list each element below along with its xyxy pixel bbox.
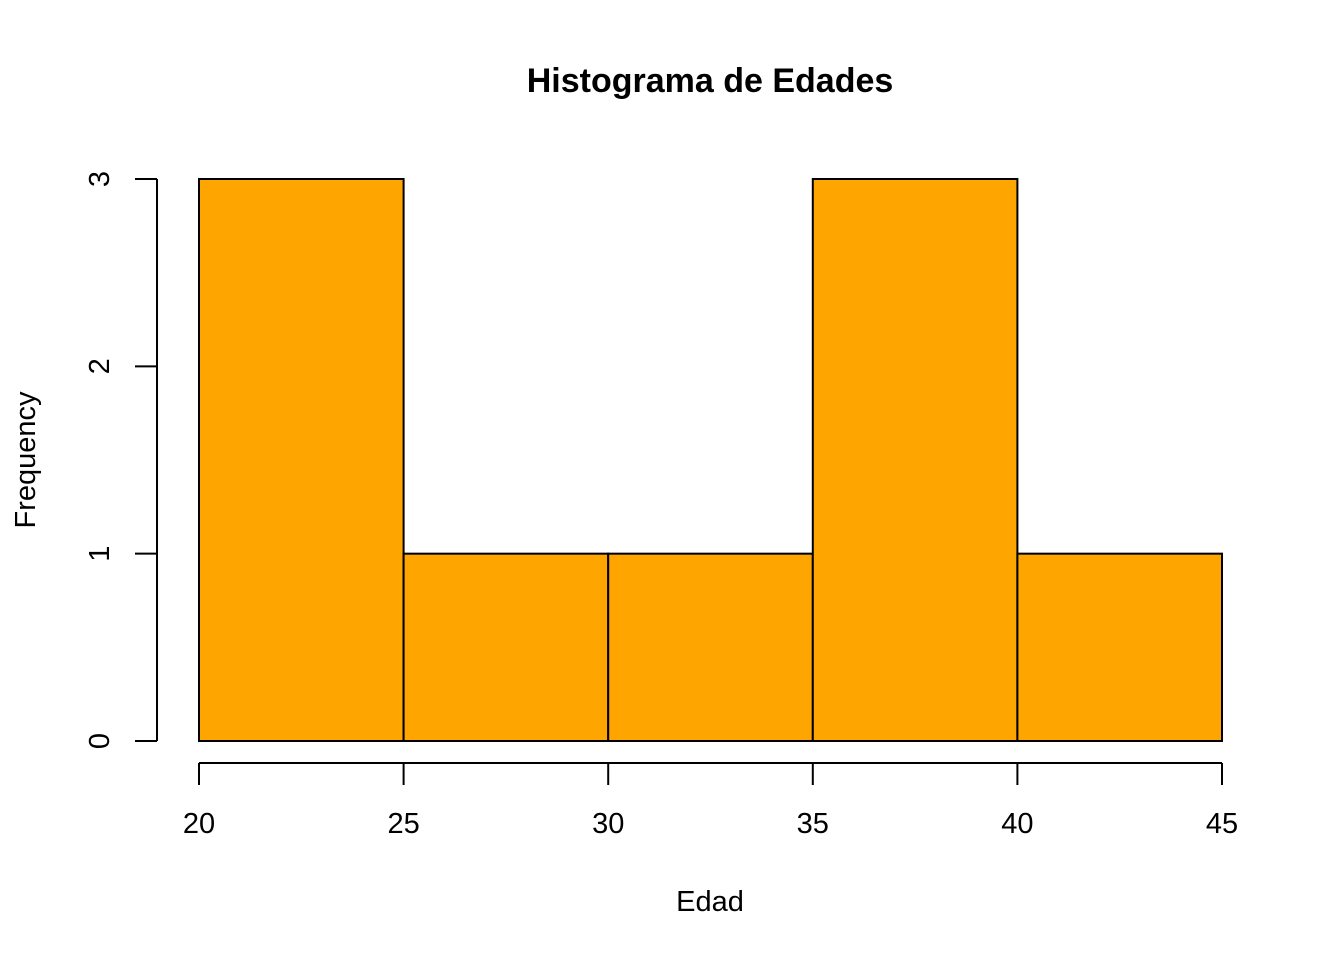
- histogram-bar-20-25: [198, 178, 405, 742]
- histogram-bar-25-30: [402, 552, 610, 743]
- chart-title: Histograma de Edades: [527, 62, 894, 100]
- x-tick-label: 40: [1001, 808, 1033, 840]
- x-tick-label: 45: [1206, 808, 1238, 840]
- y-axis: 0 1 2 3: [84, 171, 158, 749]
- histogram-bar-30-35: [607, 552, 814, 743]
- x-tick-label: 20: [183, 808, 215, 840]
- x-tick-label: 25: [387, 808, 419, 840]
- x-tick-label: 35: [797, 808, 829, 840]
- y-tick-label: 1: [84, 546, 116, 562]
- x-tick-label: 30: [592, 808, 624, 840]
- y-axis-label: Frequency: [10, 391, 42, 529]
- histogram-bar-40-45: [1016, 552, 1224, 743]
- y-tick-label: 2: [84, 358, 116, 374]
- bars-group: [198, 178, 1224, 743]
- y-tick-label: 3: [84, 171, 116, 187]
- x-axis-label: Edad: [676, 886, 744, 918]
- histogram-bar-35-40: [811, 178, 1019, 742]
- y-tick-label: 0: [84, 733, 116, 749]
- x-axis: 20 25 30 35 40 45: [183, 762, 1238, 840]
